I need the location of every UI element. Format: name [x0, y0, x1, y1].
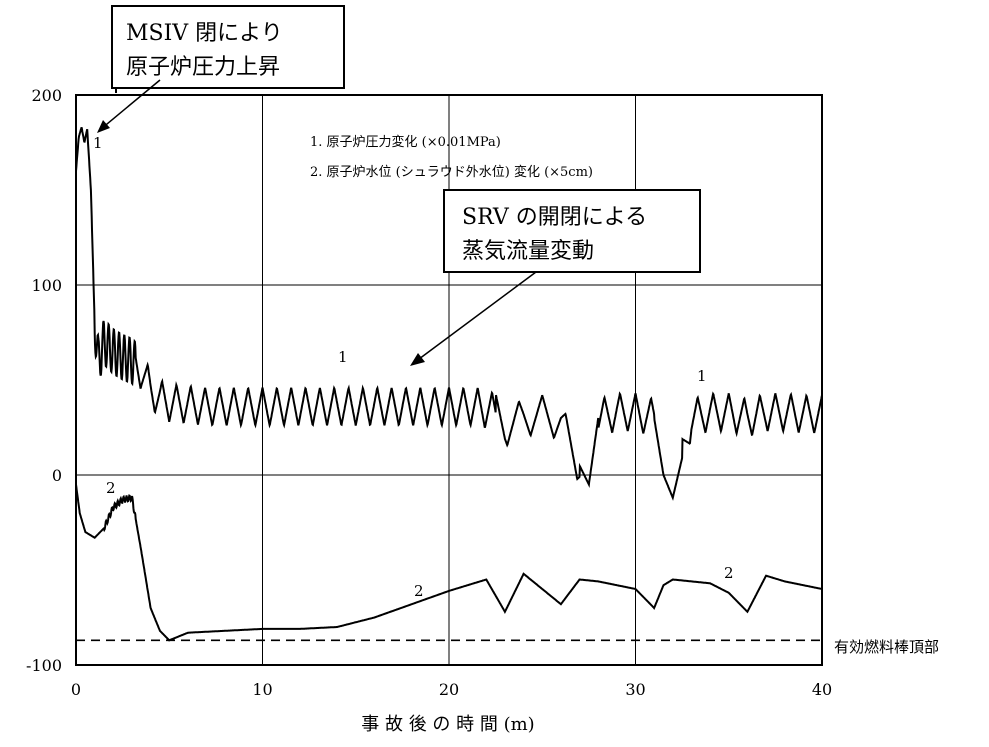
fuel-top-reference-label: 有効燃料棒頂部 [834, 638, 939, 656]
legend-line-2: 2. 原子炉水位 (シュラウド外水位) 変化 (×5cm) [310, 164, 593, 180]
series-label-1a: 1 [93, 134, 103, 152]
y-tick-label: -100 [26, 656, 62, 675]
annotation-msiv-line-1: MSIV 閉により [126, 21, 283, 46]
annotation-srv-arrow [414, 271, 537, 363]
legend-line-1: 1. 原子炉圧力変化 (×0.01MPa) [310, 134, 501, 150]
x-tick-label: 0 [71, 680, 81, 699]
y-tick-label: 100 [31, 276, 62, 295]
annotation-srv-box [443, 189, 701, 273]
x-tick-label: 40 [812, 680, 832, 699]
plot-frame [75, 94, 823, 666]
annotation-msiv-arrow [100, 79, 161, 130]
x-tick-label: 10 [252, 680, 272, 699]
annotation-srv: SRV の開閉による 蒸気流量変動 [410, 189, 701, 366]
series-label-2b: 2 [414, 582, 424, 600]
annotation-msiv-arrowhead [97, 120, 110, 133]
y-tick-label: 200 [31, 86, 62, 105]
y-tick-label: 0 [52, 466, 62, 485]
annotation-msiv-line-2: 原子炉圧力上昇 [126, 55, 280, 80]
chart-grid [75, 94, 823, 666]
series-label-2a: 2 [106, 479, 116, 497]
annotation-srv-line-1: SRV の開閉による [462, 205, 647, 230]
x-tick-labels: 0 10 20 30 40 [71, 680, 832, 699]
x-axis-label: 事 故 後 の 時 間 (m) [361, 714, 534, 735]
annotation-msiv: MSIV 閉により 原子炉圧力上昇 [97, 5, 345, 133]
series-label-2c: 2 [724, 564, 734, 582]
x-tick-label: 20 [439, 680, 459, 699]
y-tick-labels: -100 0 100 200 [26, 86, 62, 675]
series-label-1c: 1 [697, 367, 707, 385]
x-tick-label: 30 [625, 680, 645, 699]
annotation-srv-line-2: 蒸気流量変動 [462, 239, 594, 264]
annotation-srv-arrowhead [410, 353, 425, 366]
series-1-line [75, 127, 823, 501]
annotation-msiv-box [111, 5, 345, 89]
series-2-line [75, 484, 823, 642]
series-label-1b: 1 [338, 348, 348, 366]
